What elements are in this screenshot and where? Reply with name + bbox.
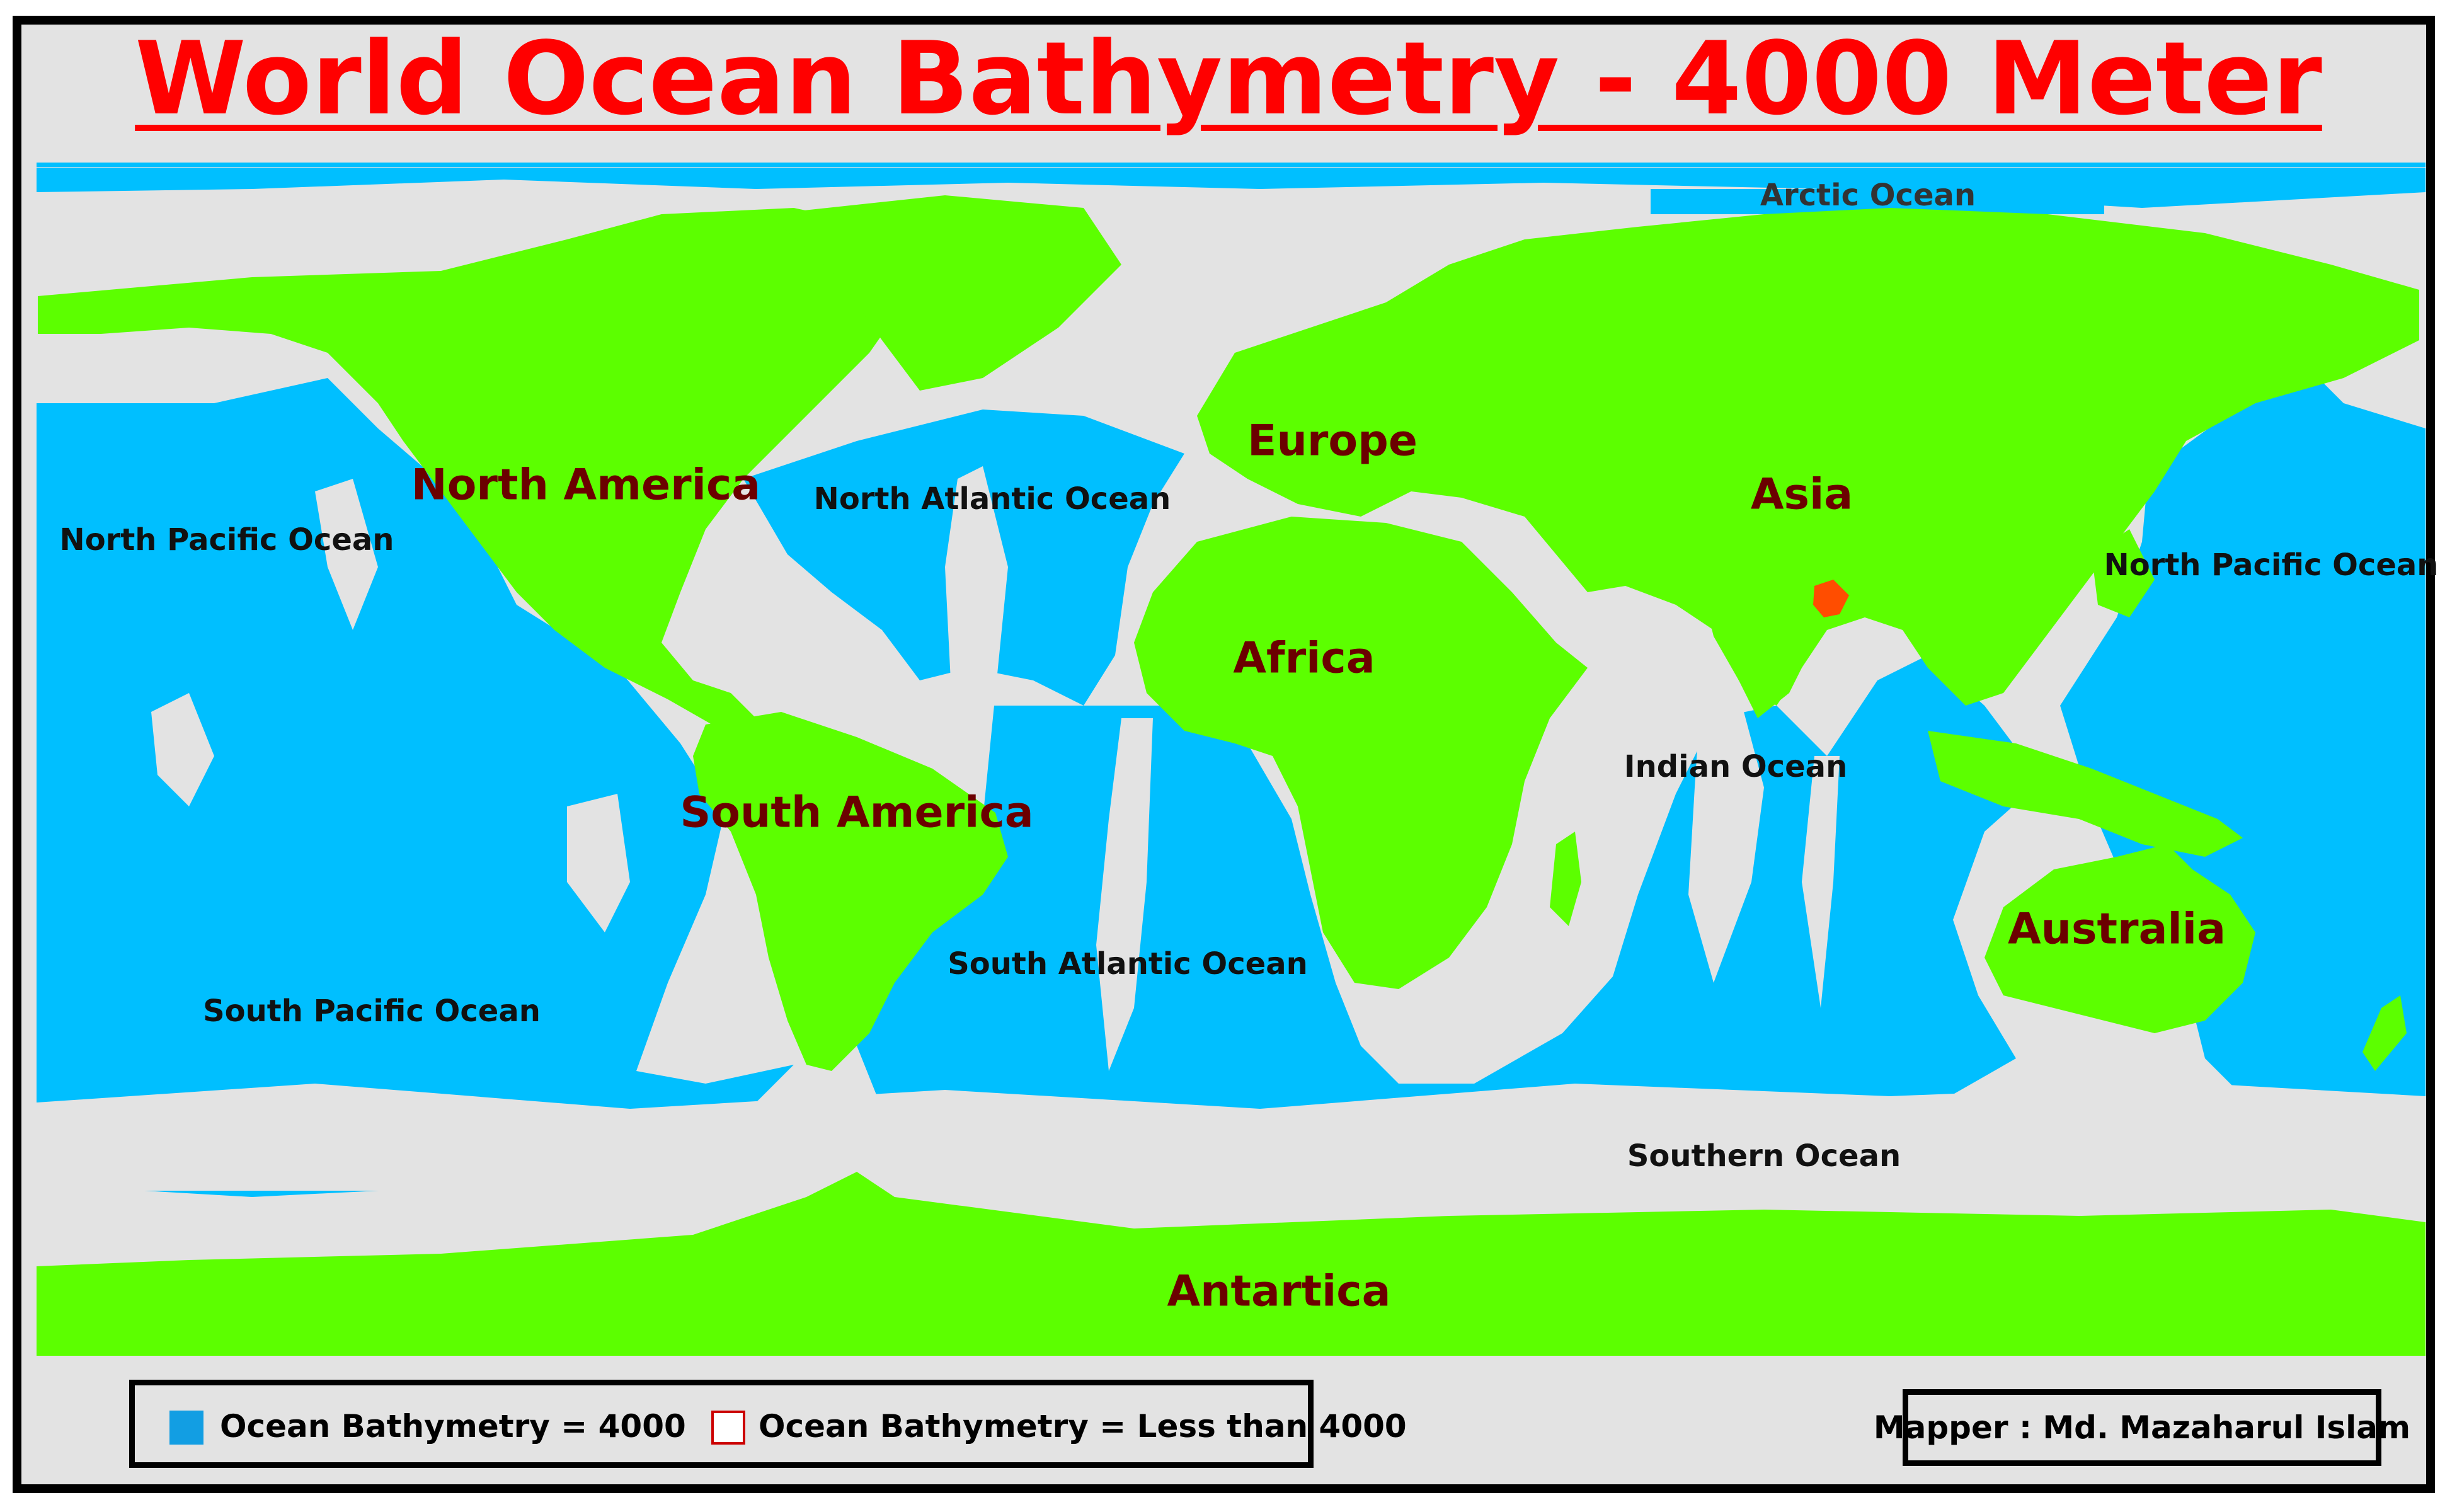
label-indian-ocean: Indian Ocean xyxy=(1624,749,1848,784)
southeast-asia-land xyxy=(1928,731,2243,857)
label-south-america: South America xyxy=(680,788,1034,838)
label-asia: Asia xyxy=(1750,469,1853,520)
bangladesh-highlight xyxy=(1813,580,1849,617)
antarctica-land xyxy=(37,1172,2426,1356)
label-south-atlantic-ocean: South Atlantic Ocean xyxy=(948,946,1308,982)
japan-land xyxy=(2092,529,2155,617)
label-antartica: Antartica xyxy=(1167,1266,1391,1317)
legend-deep-label: Ocean Bathymetry = 4000 xyxy=(220,1408,686,1445)
ridge-layer xyxy=(37,466,2426,1191)
mapper-credit: Mapper : Md. Mazaharul Islam xyxy=(1873,1409,2411,1446)
label-southern-ocean: Southern Ocean xyxy=(1627,1138,1901,1174)
label-north-pacific-ocean-east: North Pacific Ocean xyxy=(2104,547,2439,583)
label-north-atlantic-ocean: North Atlantic Ocean xyxy=(813,481,1171,517)
legend-box: Ocean Bathymetry = 4000 Ocean Bathymetry… xyxy=(129,1380,1407,1468)
legend-shallow-label: Ocean Bathymetry = Less than 4000 xyxy=(759,1408,1407,1445)
label-australia: Australia xyxy=(2008,904,2226,954)
south-america-land xyxy=(693,712,1008,1071)
legend-shallow-swatch xyxy=(711,1411,745,1445)
australia-land xyxy=(1984,844,2255,1033)
title-rule xyxy=(37,163,2426,167)
north-america-land xyxy=(38,208,914,724)
africa-land xyxy=(1134,517,1588,989)
label-europe: Europe xyxy=(1247,416,1418,466)
eurasia-land xyxy=(1197,208,2419,706)
label-north-pacific-ocean-west: North Pacific Ocean xyxy=(59,522,394,558)
madagascar-land xyxy=(1550,832,1581,926)
label-north-america: North America xyxy=(411,460,761,510)
new-zealand-land xyxy=(2362,995,2407,1071)
label-africa: Africa xyxy=(1233,633,1375,684)
map-title: World Ocean Bathymetry - 4000 Meter xyxy=(135,20,2322,137)
label-arctic-ocean: Arctic Ocean xyxy=(1760,178,1976,213)
label-south-pacific-ocean: South Pacific Ocean xyxy=(203,994,541,1029)
mapper-credit-box: Mapper : Md. Mazaharul Islam xyxy=(1873,1389,2411,1466)
greenland-land xyxy=(769,195,1121,391)
legend-deep-swatch xyxy=(169,1411,203,1445)
india-land xyxy=(1701,586,1814,718)
land-layer xyxy=(37,195,2426,1356)
